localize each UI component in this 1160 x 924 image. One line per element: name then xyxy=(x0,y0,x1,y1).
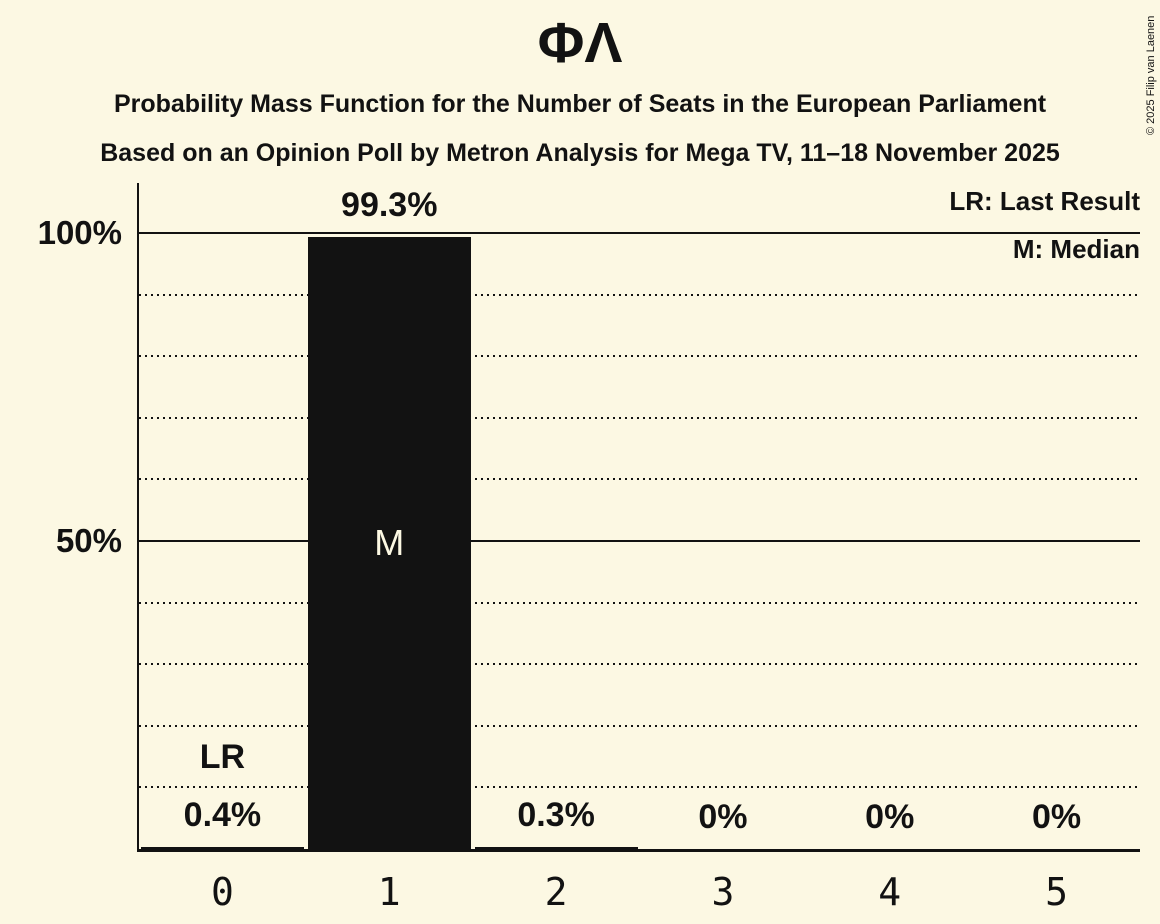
chart-subtitle-line1: Probability Mass Function for the Number… xyxy=(113,90,1047,118)
gridline-dotted-10pct xyxy=(139,786,1140,789)
bar-value-label-1: 99.3% xyxy=(341,186,438,225)
gridline-dotted-60pct xyxy=(139,478,1140,481)
legend-median: M: Median xyxy=(1012,234,1140,264)
gridline-50pct xyxy=(139,540,1140,542)
bar-value-label-5: 0% xyxy=(1032,798,1082,836)
bar-2 xyxy=(474,847,638,849)
gridline-dotted-30pct xyxy=(139,663,1140,666)
bar-value-label-0: 0.4% xyxy=(183,795,262,834)
gridline-dotted-80pct xyxy=(139,355,1140,358)
x-tick-label-3: 3 xyxy=(711,870,735,914)
gridline-dotted-90pct xyxy=(139,293,1140,296)
bar-value-label-4: 0% xyxy=(865,798,915,836)
x-tick-label-5: 5 xyxy=(1045,870,1069,914)
copyright-notice: © 2025 Filip van Laenen xyxy=(1145,15,1157,135)
bar-value-label-3: 0% xyxy=(698,798,748,836)
last-result-label: LR xyxy=(199,738,246,777)
gridline-dotted-40pct xyxy=(139,601,1140,604)
gridline-dotted-20pct xyxy=(139,724,1140,727)
chart-title: ΦΛ xyxy=(537,11,623,75)
median-label: M xyxy=(374,522,405,564)
bar-0 xyxy=(140,846,304,849)
x-tick-label-2: 2 xyxy=(544,870,568,914)
chart-subtitle-line2: Based on an Opinion Poll by Metron Analy… xyxy=(100,139,1060,167)
x-tick-label-1: 1 xyxy=(377,870,401,914)
gridline-dotted-70pct xyxy=(139,416,1140,419)
bar-value-label-2: 0.3% xyxy=(517,796,595,835)
y-tick-label-50pct: 50% xyxy=(55,522,122,559)
x-tick-label-4: 4 xyxy=(878,870,902,914)
y-tick-label-100pct: 100% xyxy=(37,214,122,251)
gridline-100pct xyxy=(139,232,1140,234)
legend-last-result: LR: Last Result xyxy=(949,186,1140,216)
bar-1 xyxy=(307,237,471,849)
x-tick-label-0: 0 xyxy=(210,870,234,914)
plot-area xyxy=(137,183,1140,852)
